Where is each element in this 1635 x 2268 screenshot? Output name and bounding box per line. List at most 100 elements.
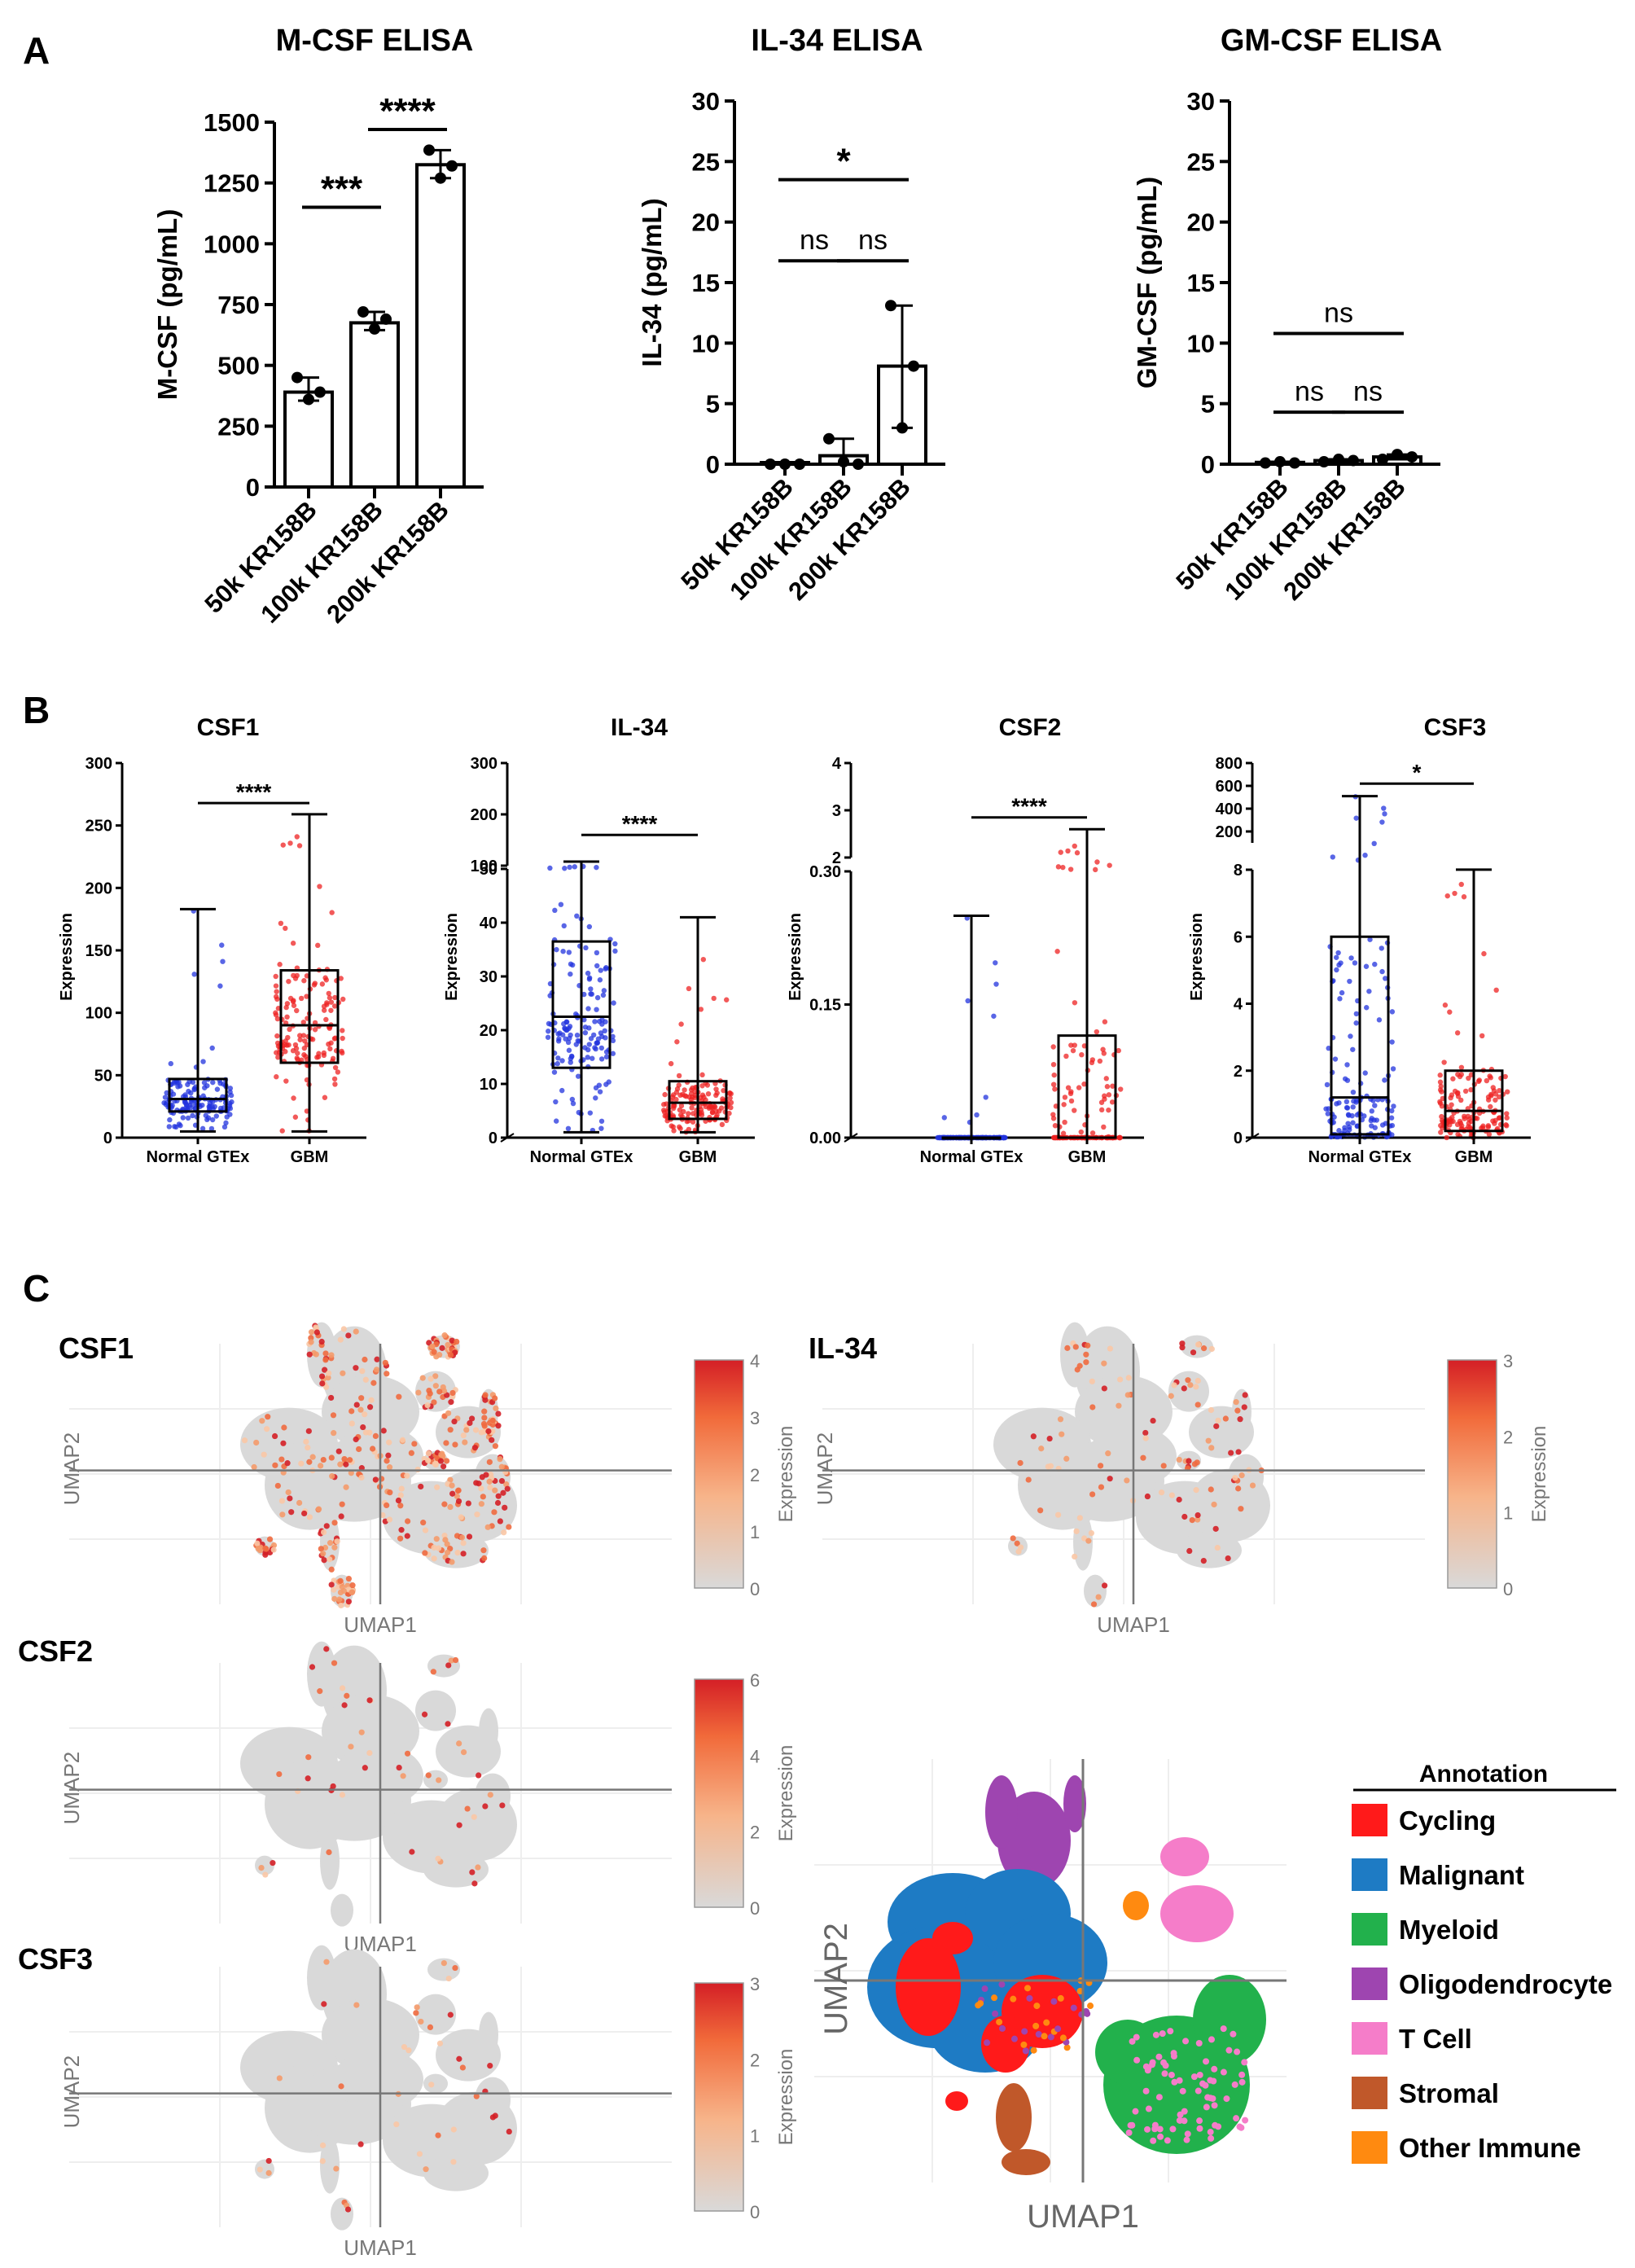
data-point — [319, 981, 326, 987]
expression-dot — [1125, 1375, 1132, 1381]
expression-dot — [429, 1343, 436, 1349]
expression-dot — [413, 2010, 419, 2016]
annotation-cluster — [1160, 1885, 1234, 1942]
data-point — [1076, 1085, 1082, 1090]
umap-cluster — [479, 1708, 498, 1754]
expression-dot — [1059, 1431, 1065, 1437]
data-point — [1325, 1111, 1331, 1116]
data-point — [1504, 1123, 1510, 1129]
umap-title: CSF2 — [18, 1634, 93, 1668]
expression-dot — [449, 1389, 456, 1397]
data-point — [1346, 1112, 1352, 1118]
data-point — [1372, 1103, 1378, 1108]
data-point — [277, 962, 283, 967]
data-point — [559, 1087, 565, 1094]
expression-dot — [447, 1427, 454, 1433]
data-point — [285, 1034, 291, 1041]
expression-dot — [471, 1445, 479, 1451]
data-point — [229, 1099, 235, 1105]
tcell-dot — [1155, 2053, 1163, 2060]
expression-dot — [1014, 1540, 1020, 1546]
expression-dot — [463, 1427, 470, 1433]
expression-dot — [506, 1524, 512, 1530]
data-point — [1437, 1073, 1443, 1078]
data-point — [1117, 1134, 1123, 1141]
colorbar-tick: 3 — [1503, 1351, 1513, 1371]
expression-dot — [1242, 1392, 1248, 1398]
expression-dot — [397, 1535, 404, 1542]
data-point — [1093, 866, 1098, 873]
expression-dot — [337, 1577, 344, 1584]
data-point — [586, 923, 593, 930]
colorbar-tick: 1 — [750, 1522, 760, 1542]
expression-dot — [458, 1534, 466, 1541]
tcell-dot — [1210, 2077, 1217, 2085]
data-point — [606, 1079, 611, 1085]
mixed-dot — [1033, 2003, 1041, 2010]
expression-dot — [436, 2040, 444, 2046]
expression-dot — [305, 1775, 311, 1782]
data-point — [1379, 968, 1385, 975]
significance-label: ns — [858, 225, 888, 256]
data-point — [301, 978, 307, 984]
expression-dot — [1238, 1506, 1244, 1512]
data-point — [661, 1102, 667, 1108]
bar — [283, 390, 334, 489]
colorbar-tick: 0 — [750, 1898, 760, 1919]
data-point — [680, 1091, 686, 1098]
umap-cluster — [320, 1832, 340, 1890]
expression-dot — [1158, 1489, 1165, 1496]
data-point — [559, 1032, 566, 1037]
tcell-dot — [1234, 2048, 1241, 2055]
legend-swatch — [1352, 1858, 1387, 1891]
data-point — [1107, 862, 1112, 868]
umap-cluster — [1084, 1574, 1107, 1608]
x-tick-label: GBM — [1068, 1148, 1107, 1166]
expression-dot — [341, 1702, 348, 1709]
expression-dot — [491, 1509, 498, 1516]
data-point — [302, 1038, 308, 1044]
data-point — [278, 920, 284, 927]
umap-cluster — [1232, 1388, 1251, 1435]
tcell-dot — [1225, 2046, 1233, 2054]
data-point — [340, 1050, 345, 1056]
expression-dot — [322, 1367, 328, 1373]
data-point — [1348, 454, 1359, 467]
data-point — [1052, 1123, 1059, 1129]
data-point — [1052, 1086, 1058, 1092]
data-point — [568, 971, 573, 977]
data-point — [1458, 1097, 1464, 1103]
data-point — [1439, 1113, 1444, 1120]
mixed-dot — [996, 2018, 1003, 2025]
data-point — [676, 1124, 682, 1130]
expression-dot — [339, 1584, 345, 1590]
expression-dot — [422, 1550, 428, 1556]
expression-dot — [434, 1484, 441, 1490]
expression-dot — [327, 1556, 333, 1563]
data-point — [287, 840, 293, 846]
expression-dot — [506, 2128, 512, 2135]
data-point — [1389, 1009, 1396, 1015]
data-point — [704, 1082, 711, 1088]
y-tick-label: 10 — [480, 1076, 498, 1094]
expression-dot — [444, 1541, 450, 1547]
expression-dot — [481, 1415, 488, 1421]
expression-dot — [452, 1441, 458, 1448]
expression-dot — [318, 1373, 326, 1380]
y-axis-label: Expression — [787, 913, 804, 1001]
data-point — [1437, 1079, 1444, 1085]
colorbar-label: Expression — [775, 1745, 797, 1842]
expression-dot — [432, 1373, 439, 1380]
annotation-cluster — [896, 1938, 961, 2036]
data-point — [207, 1103, 213, 1109]
panel-label-b: B — [23, 689, 50, 731]
expression-dot — [432, 1461, 438, 1467]
expression-dot — [462, 1439, 468, 1445]
expression-dot — [326, 1849, 332, 1856]
data-point — [601, 988, 607, 994]
data-point — [1379, 819, 1385, 825]
y-tick-label: 0 — [489, 1130, 498, 1147]
y-tick-label: 200 — [471, 806, 498, 824]
data-point — [603, 965, 609, 971]
expression-dot — [393, 2121, 400, 2128]
